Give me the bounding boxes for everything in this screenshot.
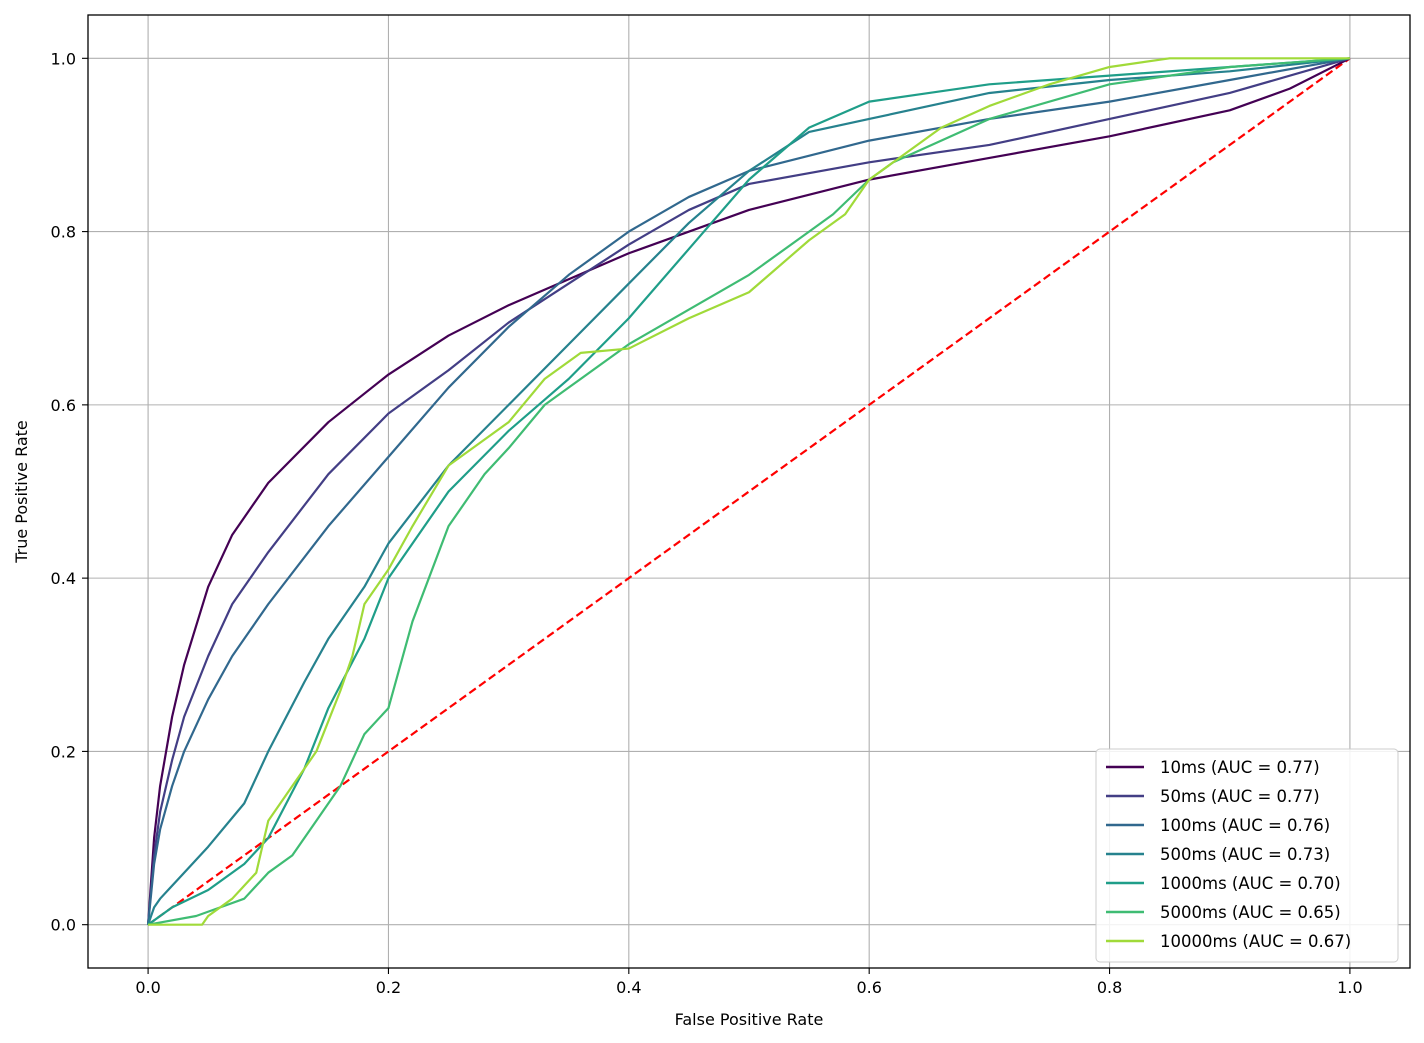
x-tick-label: 0.8: [1097, 978, 1122, 997]
legend-entry-label: 100ms (AUC = 0.76): [1160, 816, 1330, 835]
x-tick-label: 0.4: [616, 978, 641, 997]
x-tick-label: 1.0: [1337, 978, 1362, 997]
plot-frame: [87, 14, 1411, 969]
reference-diagonal-line: [147, 57, 1351, 926]
series-line-4: [147, 57, 1350, 926]
x-tick-label: 0.2: [376, 978, 401, 997]
series-line-0: [146, 57, 1351, 925]
x-tick-label: 0.0: [135, 978, 160, 997]
y-tick-label: 0.2: [51, 742, 76, 761]
legend-entry-label: 500ms (AUC = 0.73): [1160, 845, 1330, 864]
legend-entry-label: 1000ms (AUC = 0.70): [1160, 874, 1341, 893]
y-tick-label: 1.0: [51, 49, 76, 68]
series-line-6: [148, 57, 1350, 926]
legend: 10ms (AUC = 0.77) 50ms (AUC = 0.77) 100ms …: [1095, 748, 1399, 963]
series-lines: [146, 57, 1351, 926]
y-tick-label: 0.4: [51, 569, 76, 588]
legend-entry-label: 5000ms (AUC = 0.65): [1160, 903, 1341, 922]
y-axis-label: True Positive Rate: [12, 420, 31, 564]
x-axis-label: False Positive Rate: [675, 1010, 824, 1029]
series-line-2: [146, 57, 1351, 925]
grid-lines: [88, 15, 1410, 968]
series-line-1: [146, 57, 1351, 925]
legend-box: [1095, 748, 1399, 963]
y-tick-label: 0.0: [51, 916, 76, 935]
reference-diagonal: [147, 57, 1351, 926]
y-tick-label: 0.8: [51, 223, 76, 242]
legend-entry-label: 50ms (AUC = 0.77): [1160, 787, 1320, 806]
legend-entry-label: 10000ms (AUC = 0.67): [1160, 932, 1351, 951]
legend-entry-label: 10ms (AUC = 0.77): [1160, 758, 1320, 777]
x-tick-label: 0.6: [856, 978, 881, 997]
axis-ticks: 0.0 0.2 0.4 0.6 0.8 1.0 0.0 0.2 0.4 0.6 0.8 1.0: [51, 49, 1363, 997]
y-tick-label: 0.6: [51, 396, 76, 415]
